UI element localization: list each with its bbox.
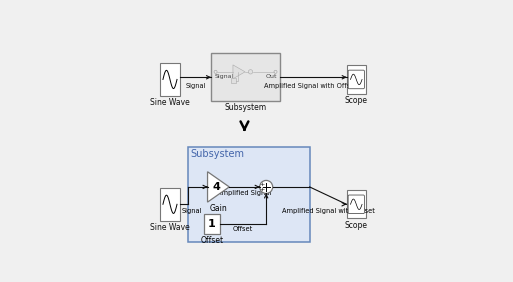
Text: Signal: Signal [214, 74, 233, 79]
Text: +: + [259, 182, 264, 187]
Circle shape [248, 70, 253, 74]
Bar [204, 214, 220, 233]
Text: Signal: Signal [185, 83, 206, 89]
Bar [160, 188, 180, 221]
Circle shape [214, 70, 217, 73]
FancyBboxPatch shape [348, 70, 364, 89]
Bar [231, 78, 236, 83]
Text: +: + [259, 187, 264, 192]
Text: Offset: Offset [200, 236, 224, 245]
Circle shape [260, 180, 273, 193]
Text: Sine Wave: Sine Wave [150, 223, 190, 232]
Text: Gain: Gain [209, 204, 227, 213]
Text: Offset: Offset [233, 226, 253, 232]
Polygon shape [233, 65, 245, 79]
Text: Subsystem: Subsystem [225, 103, 267, 112]
Bar [188, 147, 310, 242]
Text: 4: 4 [213, 182, 221, 192]
Text: Sine Wave: Sine Wave [150, 98, 190, 107]
Text: Subsystem: Subsystem [191, 149, 245, 159]
FancyBboxPatch shape [348, 195, 364, 213]
Text: 1: 1 [208, 219, 216, 229]
Polygon shape [208, 172, 229, 202]
Bar [160, 63, 180, 96]
Circle shape [274, 70, 277, 73]
Text: Scope: Scope [345, 96, 368, 105]
Bar [211, 53, 280, 101]
Text: Scope: Scope [345, 221, 368, 230]
Bar [346, 190, 366, 218]
Text: Amplified Signal: Amplified Signal [218, 190, 271, 196]
Text: Amplified Signal with Offset: Amplified Signal with Offset [282, 208, 374, 214]
Bar [346, 65, 366, 94]
Text: Out: Out [265, 74, 277, 79]
Text: Amplified Signal with Offset: Amplified Signal with Offset [264, 83, 357, 89]
Text: Signal: Signal [182, 208, 202, 214]
